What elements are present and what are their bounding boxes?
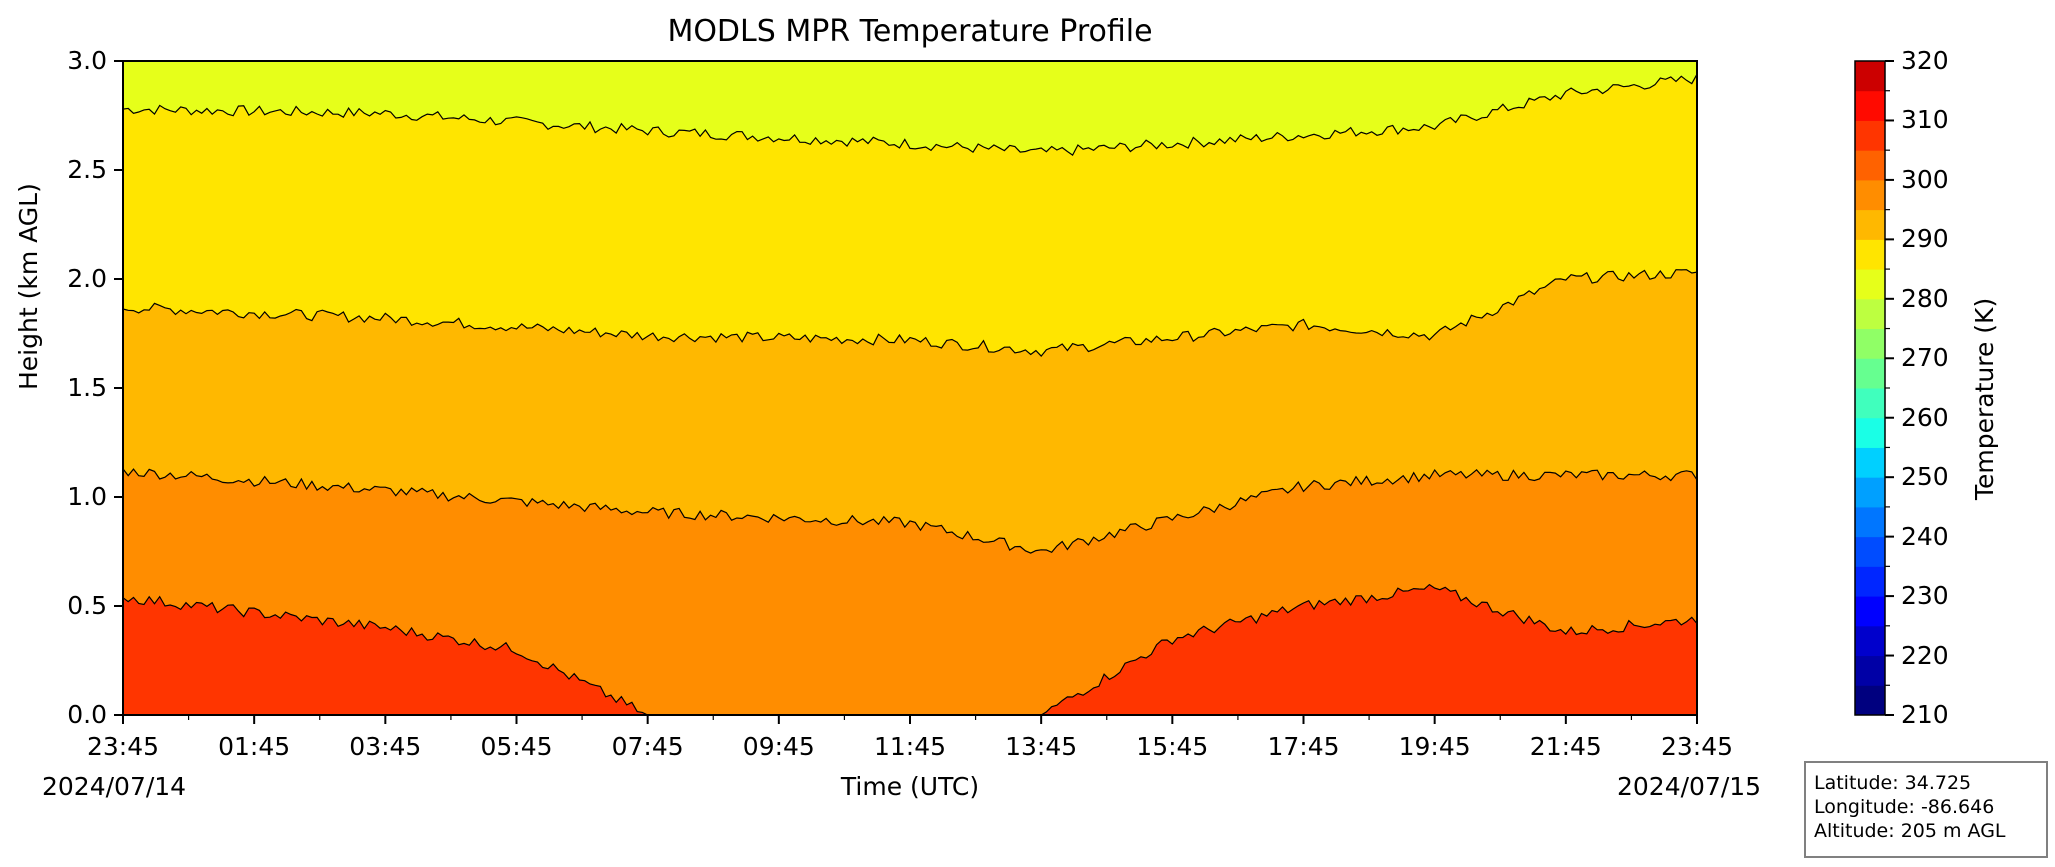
- y-tick-label: 3.0: [67, 46, 107, 75]
- y-tick-label: 2.5: [67, 155, 107, 184]
- colorbar-segment: [1855, 417, 1885, 448]
- latitude-text: Latitude: 34.725: [1814, 772, 1972, 794]
- x-tick-label: 23:45: [86, 732, 160, 761]
- colorbar-tick-label: 280: [1901, 283, 1949, 313]
- colorbar-segment: [1855, 625, 1885, 657]
- x-tick-label: 05:45: [480, 732, 553, 761]
- colorbar-segment: [1855, 90, 1885, 121]
- x-tick-label: 03:45: [349, 732, 422, 761]
- x-tick-label: 09:45: [742, 732, 815, 761]
- x-tick-label: 01:45: [218, 732, 291, 761]
- colorbar-label: Temperature (K): [1970, 297, 1999, 500]
- colorbar-segment: [1855, 239, 1885, 270]
- colorbar-segment: [1855, 655, 1885, 686]
- colorbar-segment: [1855, 506, 1885, 538]
- colorbar-segment: [1855, 150, 1885, 181]
- y-tick-label: 1.0: [67, 482, 107, 511]
- longitude-text: Longitude: -86.646: [1814, 796, 1995, 818]
- x-tick-label: 15:45: [1136, 732, 1209, 761]
- end-date-label: 2024/07/15: [1617, 772, 1762, 801]
- colorbar-segment: [1855, 447, 1885, 478]
- location-info-box: Latitude: 34.725 Longitude: -86.646 Alti…: [1804, 761, 2048, 858]
- chart-title: MODLS MPR Temperature Profile: [667, 14, 1153, 49]
- colorbar-segment: [1855, 536, 1885, 567]
- colorbar-tick-label: 320: [1901, 46, 1949, 75]
- colorbar-segment: [1855, 269, 1885, 300]
- contour-line-290K: [122, 269, 1698, 358]
- y-tick-label: 0.5: [67, 591, 107, 620]
- colorbar-segment: [1855, 209, 1885, 240]
- x-tick-label: 17:45: [1267, 732, 1340, 761]
- colorbar-tick-label: 240: [1901, 521, 1949, 551]
- colorbar-tick-label: 230: [1901, 581, 1949, 611]
- x-tick-label: 13:45: [1005, 732, 1078, 761]
- colorbar-tick-label: 270: [1901, 343, 1949, 373]
- altitude-text: Altitude: 205 m AGL: [1814, 820, 2006, 842]
- y-tick-label: 2.0: [67, 264, 107, 293]
- x-tick-label: 11:45: [873, 732, 947, 761]
- start-date-label: 2024/07/14: [42, 772, 187, 801]
- x-tick-label: 19:45: [1398, 732, 1471, 761]
- x-tick-label: 07:45: [611, 732, 684, 761]
- colorbar-tick-label: 290: [1901, 224, 1949, 254]
- colorbar-segment: [1855, 358, 1885, 389]
- y-tick-label: 1.5: [67, 373, 107, 402]
- colorbar-segment: [1855, 328, 1885, 359]
- x-tick-label: 23:45: [1660, 732, 1734, 761]
- colorbar-segment: [1855, 566, 1885, 597]
- x-axis-label: Time (UTC): [840, 772, 980, 801]
- colorbar-segment: [1855, 298, 1885, 330]
- colorbar-segment: [1855, 179, 1885, 211]
- colorbar-segment: [1855, 388, 1885, 419]
- colorbar-tick-label: 260: [1901, 402, 1949, 432]
- colorbar-segment: [1855, 685, 1885, 716]
- colorbar-segment: [1855, 61, 1885, 92]
- colorbar-tick-label: 310: [1901, 105, 1949, 135]
- colorbar-tick-label: 220: [1901, 640, 1949, 670]
- y-axis-label: Height (km AGL): [14, 183, 43, 390]
- contour-line-285K: [122, 73, 1698, 156]
- y-tick-label: 0.0: [67, 700, 107, 729]
- colorbar-segment: [1855, 596, 1885, 627]
- colorbar-segment: [1855, 120, 1885, 151]
- colorbar-tick-label: 210: [1901, 700, 1949, 729]
- x-tick-label: 21:45: [1529, 732, 1602, 761]
- colorbar-tick-label: 300: [1901, 164, 1949, 194]
- temperature-band-280K: [123, 61, 1697, 156]
- colorbar-tick-label: 250: [1901, 462, 1949, 492]
- colorbar-segment: [1855, 477, 1885, 508]
- contour-line-295K: [122, 468, 1698, 554]
